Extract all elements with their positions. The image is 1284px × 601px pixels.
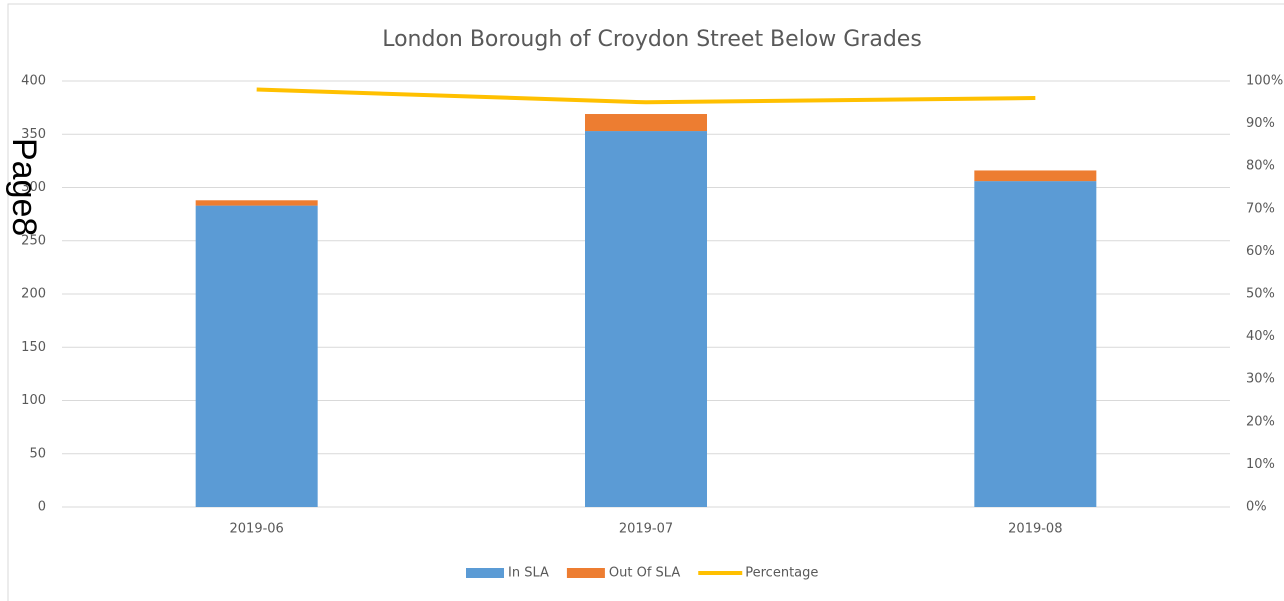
legend-swatch bbox=[466, 568, 504, 578]
legend-swatch bbox=[566, 568, 605, 578]
bar bbox=[195, 205, 318, 508]
y2-tick-label: 10% bbox=[1246, 457, 1275, 472]
y-tick-label: 350 bbox=[21, 127, 46, 142]
x-tick-label: 2019-08 bbox=[1008, 522, 1062, 537]
bar bbox=[585, 131, 707, 507]
legend-label: Percentage bbox=[745, 566, 818, 581]
y-tick-label: 250 bbox=[21, 233, 46, 248]
bar bbox=[974, 170, 1097, 182]
line bbox=[256, 87, 1036, 105]
y-tick-label: 300 bbox=[21, 180, 46, 195]
chart-title: London Borough of Croydon Street Below G… bbox=[382, 27, 922, 52]
x-tick-label: 2019-06 bbox=[230, 522, 284, 537]
y-tick-label: 100 bbox=[21, 393, 46, 408]
y2-tick-label: 60% bbox=[1246, 244, 1275, 259]
y2-tick-label: 70% bbox=[1246, 201, 1275, 216]
y2-tick-label: 40% bbox=[1246, 329, 1275, 344]
page-label: Page8 bbox=[5, 138, 43, 236]
y-tick-label: 0 bbox=[38, 500, 46, 515]
bar bbox=[585, 114, 707, 132]
bar bbox=[974, 181, 1097, 508]
y2-tick-label: 80% bbox=[1246, 159, 1275, 174]
y-tick-label: 200 bbox=[21, 287, 46, 302]
y2-tick-label: 90% bbox=[1246, 116, 1275, 131]
y-tick-label: 50 bbox=[29, 446, 46, 461]
y2-tick-label: 30% bbox=[1246, 372, 1275, 387]
y2-tick-label: 50% bbox=[1246, 287, 1275, 302]
legend-label: Out Of SLA bbox=[609, 566, 680, 581]
y-tick-label: 150 bbox=[21, 340, 46, 355]
y2-tick-label: 20% bbox=[1246, 414, 1275, 429]
bar bbox=[195, 200, 318, 206]
y2-tick-label: 100% bbox=[1246, 74, 1283, 89]
y-tick-label: 400 bbox=[21, 74, 46, 89]
legend-label: In SLA bbox=[508, 566, 549, 581]
x-tick-label: 2019-07 bbox=[619, 522, 673, 537]
y2-tick-label: 0% bbox=[1246, 500, 1267, 515]
